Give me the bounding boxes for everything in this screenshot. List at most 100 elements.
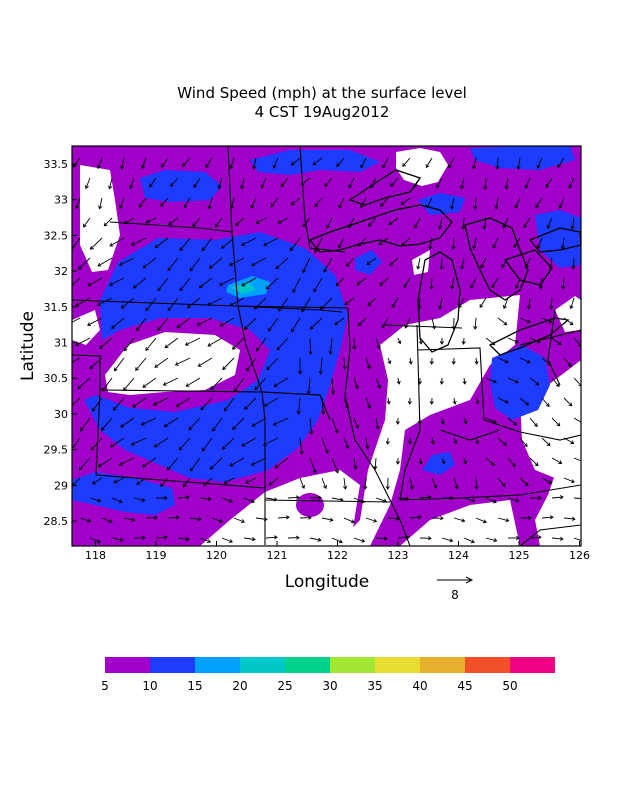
- wind-arrow-shaft: [431, 317, 435, 329]
- wind-arrow-head: [352, 345, 357, 350]
- wind-arrow-shaft: [251, 257, 267, 266]
- wind-arrow-head: [118, 205, 123, 210]
- wind-arrow-shaft: [397, 337, 401, 344]
- wind-arrow-head: [178, 446, 183, 451]
- wind-arrow-shaft: [200, 397, 213, 411]
- wind-arrow-head: [450, 285, 455, 290]
- wind-arrow-shaft: [210, 377, 223, 390]
- wind-arrow-shaft: [366, 257, 377, 265]
- wind-arrow-head: [123, 347, 128, 352]
- wind-arrow-shaft: [382, 157, 389, 168]
- wind-arrow-shaft: [221, 237, 235, 249]
- wind-arrow-shaft: [343, 517, 355, 523]
- wind-arrow-head: [265, 285, 270, 290]
- wind-arrow-head: [570, 440, 575, 444]
- wind-arrow-head: [314, 203, 319, 208]
- wind-arrow-shaft: [310, 317, 323, 330]
- wind-arrow-shaft: [573, 337, 581, 347]
- wind-arrow-shaft: [507, 497, 519, 502]
- wind-arrow-head: [244, 326, 248, 330]
- wind-arrow-head: [299, 450, 304, 455]
- wind-arrow-head: [558, 460, 563, 464]
- wind-arrow-head: [135, 327, 140, 332]
- wind-arrow-shaft: [166, 457, 179, 471]
- wind-arrow-shaft: [563, 357, 572, 367]
- wind-arrow-head: [260, 184, 265, 189]
- wind-arrow-shaft: [113, 477, 125, 484]
- wind-arrow-head: [353, 465, 358, 470]
- wind-arrow-head: [205, 164, 210, 169]
- wind-arrow-shaft: [401, 237, 411, 246]
- wind-arrow-head: [68, 406, 71, 409]
- wind-arrow-head: [491, 341, 496, 346]
- wind-arrow-shaft: [103, 217, 113, 227]
- wind-arrow-head: [295, 495, 300, 500]
- wind-arrow-shaft: [79, 517, 91, 522]
- wind-arrow-head: [182, 483, 187, 488]
- wind-arrow-head: [373, 465, 378, 470]
- wind-arrow-head: [391, 304, 396, 309]
- wind-arrow-head: [380, 202, 384, 207]
- wind-arrow-head: [492, 419, 497, 424]
- wind-arrow-head: [535, 204, 540, 209]
- wind-arrow-head: [167, 307, 172, 312]
- wind-arrow-shaft: [186, 377, 201, 387]
- wind-arrow-shaft: [336, 157, 345, 167]
- wind-arrow-head: [363, 485, 368, 490]
- wind-band-20-25-area: [232, 282, 256, 294]
- wind-arrow-shaft: [154, 437, 169, 448]
- wind-arrow-shaft: [360, 157, 367, 169]
- wind-arrow-head: [185, 383, 190, 387]
- wind-arrow-shaft: [573, 377, 581, 387]
- wind-arrow-head: [460, 265, 465, 270]
- wind-arrow-shaft: [160, 477, 169, 487]
- wind-arrow-shaft: [550, 297, 553, 310]
- y-tick-label: 29: [54, 479, 68, 492]
- wind-arrow-head: [153, 515, 158, 520]
- wind-arrow-shaft: [256, 337, 267, 352]
- wind-arrow-shaft: [571, 217, 575, 229]
- wind-arrow-shaft: [92, 477, 103, 485]
- wind-arrow-head: [83, 223, 87, 228]
- wind-arrow-shaft: [348, 217, 355, 228]
- wind-arrow-shaft: [301, 177, 311, 186]
- wind-arrow-head: [336, 163, 341, 168]
- wind-arrow-shaft: [308, 377, 311, 394]
- wind-arrow-shaft: [244, 397, 257, 410]
- colorbar-label: 50: [502, 679, 517, 693]
- wind-arrow-head: [535, 381, 540, 386]
- reference-vector-label: 8: [451, 588, 459, 602]
- y-axis-title: Latitude: [18, 311, 38, 381]
- wind-arrow-shaft: [419, 457, 422, 464]
- wind-arrow-shaft: [207, 297, 223, 306]
- wind-arrow-shaft: [229, 297, 245, 307]
- wind-arrow-shaft: [426, 197, 433, 208]
- wind-arrow-shaft: [90, 437, 103, 451]
- wind-arrow-head: [382, 164, 386, 169]
- wind-arrow-shaft: [254, 377, 267, 390]
- reference-vector: [437, 576, 474, 584]
- wind-arrow-shaft: [123, 337, 135, 351]
- wind-arrow-head: [354, 385, 359, 390]
- wind-arrow-shaft: [234, 377, 245, 392]
- wind-arrow-head: [385, 486, 390, 490]
- wind-arrow-head: [229, 499, 234, 503]
- wind-arrow-head: [292, 289, 297, 294]
- wind-arrow-shaft: [232, 417, 245, 430]
- wind-arrow-shaft: [299, 437, 303, 454]
- wind-arrow-shaft: [72, 477, 81, 487]
- wind-arrow-head: [388, 221, 393, 226]
- wind-arrow-shaft: [331, 497, 343, 501]
- wind-arrow-head: [323, 268, 328, 273]
- wind-arrow-head: [555, 383, 560, 388]
- colorbar-swatch: [330, 657, 375, 673]
- wind-arrow-shaft: [243, 497, 255, 503]
- wind-arrow-shaft: [141, 157, 147, 169]
- wind-arrow-shaft: [321, 477, 327, 489]
- wind-arrow-head: [254, 386, 259, 391]
- wind-arrow-head: [90, 446, 95, 451]
- wind-arrow-head: [266, 366, 271, 371]
- wind-arrow-head: [200, 406, 205, 411]
- wind-arrow-shaft: [507, 337, 519, 343]
- wind-arrow-shaft: [277, 217, 289, 224]
